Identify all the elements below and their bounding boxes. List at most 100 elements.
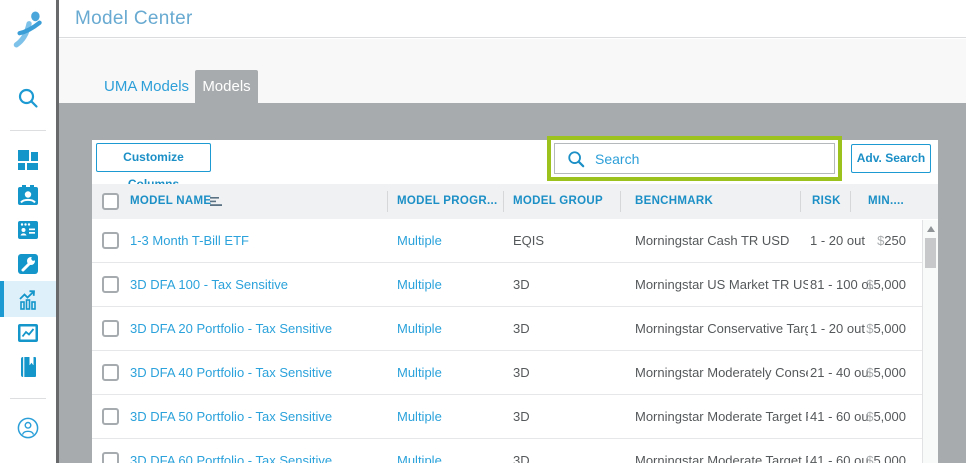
table-row: 3D DFA 20 Portfolio - Tax Sensitive Mult… [92, 307, 922, 351]
model-program-link[interactable]: Multiple [397, 453, 442, 463]
select-all-checkbox[interactable] [102, 193, 119, 210]
vertical-scrollbar[interactable] [922, 220, 938, 463]
benchmark-cell: Morningstar Moderate Target Risk [635, 453, 808, 463]
contact-card-icon[interactable] [17, 219, 39, 241]
min-cell: $250 [832, 219, 906, 263]
min-cell: $5,000 [832, 439, 906, 463]
table-row: 1-3 Month T-Bill ETF Multiple EQIS Morni… [92, 219, 922, 263]
scrollbar-thumb[interactable] [925, 238, 936, 268]
min-cell: $5,000 [832, 307, 906, 351]
row-checkbox[interactable] [102, 364, 119, 381]
sort-icon[interactable] [210, 196, 223, 208]
inbox-person-icon[interactable] [17, 184, 39, 206]
table-header-row: MODEL NAME MODEL PROGR... MODEL GROUP BE… [92, 184, 938, 219]
row-checkbox[interactable] [102, 320, 119, 337]
search-highlight-annotation [547, 136, 842, 181]
scrollbar-up-arrow-icon[interactable] [927, 226, 935, 232]
row-checkbox[interactable] [102, 276, 119, 293]
content-area: Customize Columns Adv. Search MODEL NAME… [59, 103, 966, 463]
column-header-benchmark[interactable]: BENCHMARK [635, 195, 714, 207]
model-program-link[interactable]: Multiple [397, 233, 442, 248]
risk-cell: 21 - 40 ou [810, 365, 869, 380]
sidebar [0, 0, 59, 463]
titlebar: Model Center [59, 0, 966, 38]
performance-chart-icon[interactable] [17, 288, 39, 310]
row-checkbox[interactable] [102, 232, 119, 249]
risk-cell: 1 - 20 out [810, 321, 865, 336]
min-amount: 5,000 [873, 277, 906, 292]
benchmark-cell: Morningstar Conservative Target Ri [635, 321, 808, 336]
model-group-cell: 3D [513, 453, 530, 463]
table-row: 3D DFA 60 Portfolio - Tax Sensitive Mult… [92, 439, 922, 463]
column-divider [387, 191, 388, 212]
app-logo-icon [13, 11, 42, 48]
model-group-cell: EQIS [513, 233, 545, 248]
dashboard-grid-icon[interactable] [17, 149, 39, 171]
table-body: 1-3 Month T-Bill ETF Multiple EQIS Morni… [92, 219, 922, 463]
benchmark-cell: Morningstar Cash TR USD [635, 233, 790, 248]
risk-cell: 41 - 60 ou [810, 409, 869, 424]
min-amount: 250 [884, 233, 906, 248]
tab-models[interactable]: Models [195, 70, 258, 103]
currency-symbol: $ [866, 409, 874, 424]
active-indicator-bar [0, 281, 4, 317]
column-header-model-group[interactable]: MODEL GROUP [513, 195, 603, 207]
sidebar-divider [10, 398, 46, 399]
model-group-cell: 3D [513, 365, 530, 380]
model-name-link[interactable]: 3D DFA 50 Portfolio - Tax Sensitive [130, 409, 333, 424]
column-divider [850, 191, 851, 212]
book-icon[interactable] [17, 356, 39, 378]
column-header-model-name[interactable]: MODEL NAME [130, 195, 212, 207]
model-program-link[interactable]: Multiple [397, 365, 442, 380]
adv-search-button[interactable]: Adv. Search [851, 144, 931, 173]
model-program-link[interactable]: Multiple [397, 277, 442, 292]
column-divider [800, 191, 801, 212]
model-name-link[interactable]: 3D DFA 20 Portfolio - Tax Sensitive [130, 321, 333, 336]
profile-person-icon[interactable] [17, 417, 39, 439]
wrench-tools-icon[interactable] [17, 253, 39, 275]
row-checkbox[interactable] [102, 452, 119, 463]
currency-symbol: $ [866, 453, 874, 463]
currency-symbol: $ [877, 233, 885, 248]
customize-columns-button[interactable]: Customize Columns [96, 143, 211, 191]
model-group-cell: 3D [513, 409, 530, 424]
table-row: 3D DFA 50 Portfolio - Tax Sensitive Mult… [92, 395, 922, 439]
risk-cell: 81 - 100 ou [810, 277, 873, 292]
min-amount: 5,000 [873, 321, 906, 336]
benchmark-cell: Morningstar Moderately Conservat [635, 365, 808, 380]
currency-symbol: $ [866, 365, 874, 380]
column-divider [503, 191, 504, 212]
model-group-cell: 3D [513, 277, 530, 292]
row-checkbox[interactable] [102, 408, 119, 425]
table-row: 3D DFA 40 Portfolio - Tax Sensitive Mult… [92, 351, 922, 395]
model-name-link[interactable]: 1-3 Month T-Bill ETF [130, 233, 249, 248]
search-input[interactable] [595, 150, 834, 167]
main-area: Model Center UMA Models Models Customize… [59, 0, 966, 463]
min-cell: $5,000 [832, 351, 906, 395]
sidebar-active-highlight [0, 281, 56, 317]
page-title: Model Center [75, 8, 193, 29]
column-header-model-program[interactable]: MODEL PROGR... [397, 195, 498, 207]
model-name-link[interactable]: 3D DFA 40 Portfolio - Tax Sensitive [130, 365, 333, 380]
model-name-link[interactable]: 3D DFA 60 Portfolio - Tax Sensitive [130, 453, 333, 463]
search-icon[interactable] [17, 87, 39, 109]
benchmark-cell: Morningstar US Market TR USD [635, 277, 808, 292]
tab-uma-models[interactable]: UMA Models [104, 78, 190, 95]
column-header-min[interactable]: MIN.... [868, 195, 904, 207]
column-header-risk[interactable]: RISK [812, 195, 841, 207]
risk-cell: 41 - 60 ou [810, 453, 869, 463]
model-program-link[interactable]: Multiple [397, 409, 442, 424]
model-name-link[interactable]: 3D DFA 100 - Tax Sensitive [130, 277, 289, 292]
benchmark-cell: Morningstar Moderate Target Risk [635, 409, 808, 424]
tabstrip: UMA Models Models [59, 39, 966, 103]
sidebar-divider [10, 130, 46, 131]
risk-cell: 1 - 20 out [810, 233, 865, 248]
models-table-card: Customize Columns Adv. Search MODEL NAME… [92, 140, 938, 463]
chart-report-icon[interactable] [17, 322, 39, 344]
currency-symbol: $ [866, 321, 874, 336]
search-field[interactable] [554, 143, 835, 174]
model-program-link[interactable]: Multiple [397, 321, 442, 336]
min-amount: 5,000 [873, 365, 906, 380]
min-cell: $5,000 [832, 263, 906, 307]
